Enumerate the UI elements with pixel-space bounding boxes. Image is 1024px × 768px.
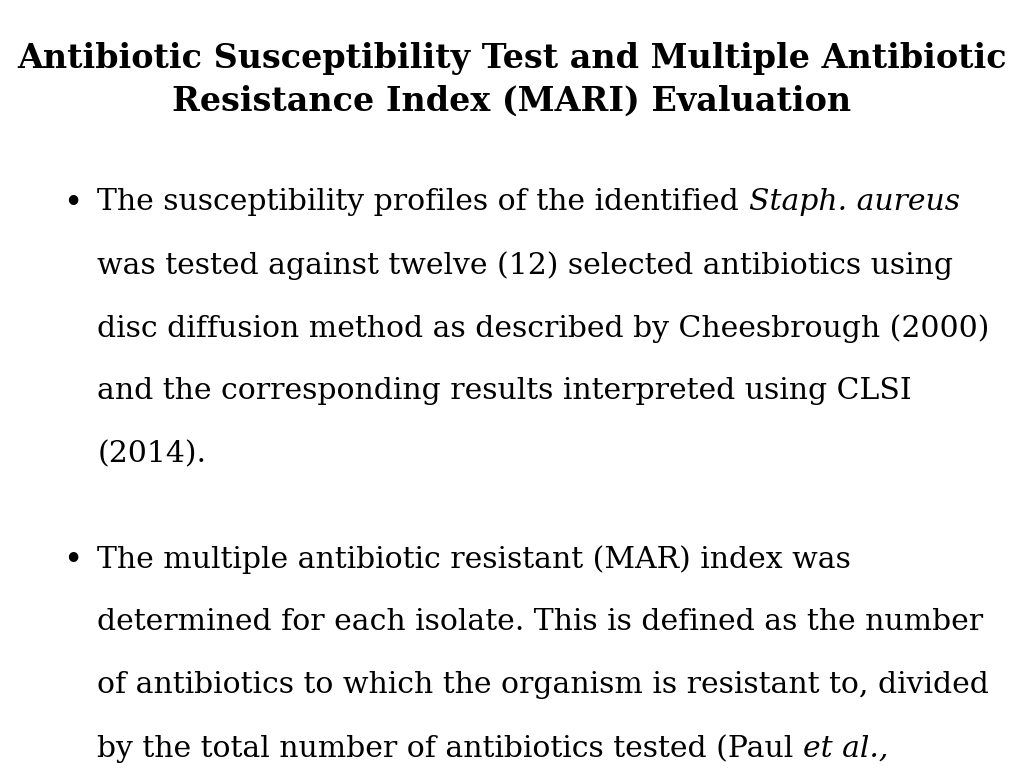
Text: The multiple antibiotic resistant (MAR) index was: The multiple antibiotic resistant (MAR) … xyxy=(97,545,851,574)
Text: The susceptibility profiles of the identified: The susceptibility profiles of the ident… xyxy=(97,188,749,216)
Text: (2014).: (2014). xyxy=(97,440,206,468)
Text: was tested against twelve (12) selected antibiotics using: was tested against twelve (12) selected … xyxy=(97,251,953,280)
Text: determined for each isolate. This is defined as the number: determined for each isolate. This is def… xyxy=(97,608,983,636)
Text: of antibiotics to which the organism is resistant to, divided: of antibiotics to which the organism is … xyxy=(97,671,989,699)
Text: and the corresponding results interpreted using CLSI: and the corresponding results interprete… xyxy=(97,377,912,405)
Text: •: • xyxy=(63,545,83,578)
Text: by the total number of antibiotics tested (Paul: by the total number of antibiotics teste… xyxy=(97,734,803,763)
Text: disc diffusion method as described by Cheesbrough (2000): disc diffusion method as described by Ch… xyxy=(97,314,989,343)
Text: et al.,: et al., xyxy=(803,734,889,762)
Text: Antibiotic Susceptibility Test and Multiple Antibiotic
Resistance Index (MARI) E: Antibiotic Susceptibility Test and Multi… xyxy=(17,42,1007,118)
Text: •: • xyxy=(63,188,83,220)
Text: Staph. aureus: Staph. aureus xyxy=(749,188,959,216)
